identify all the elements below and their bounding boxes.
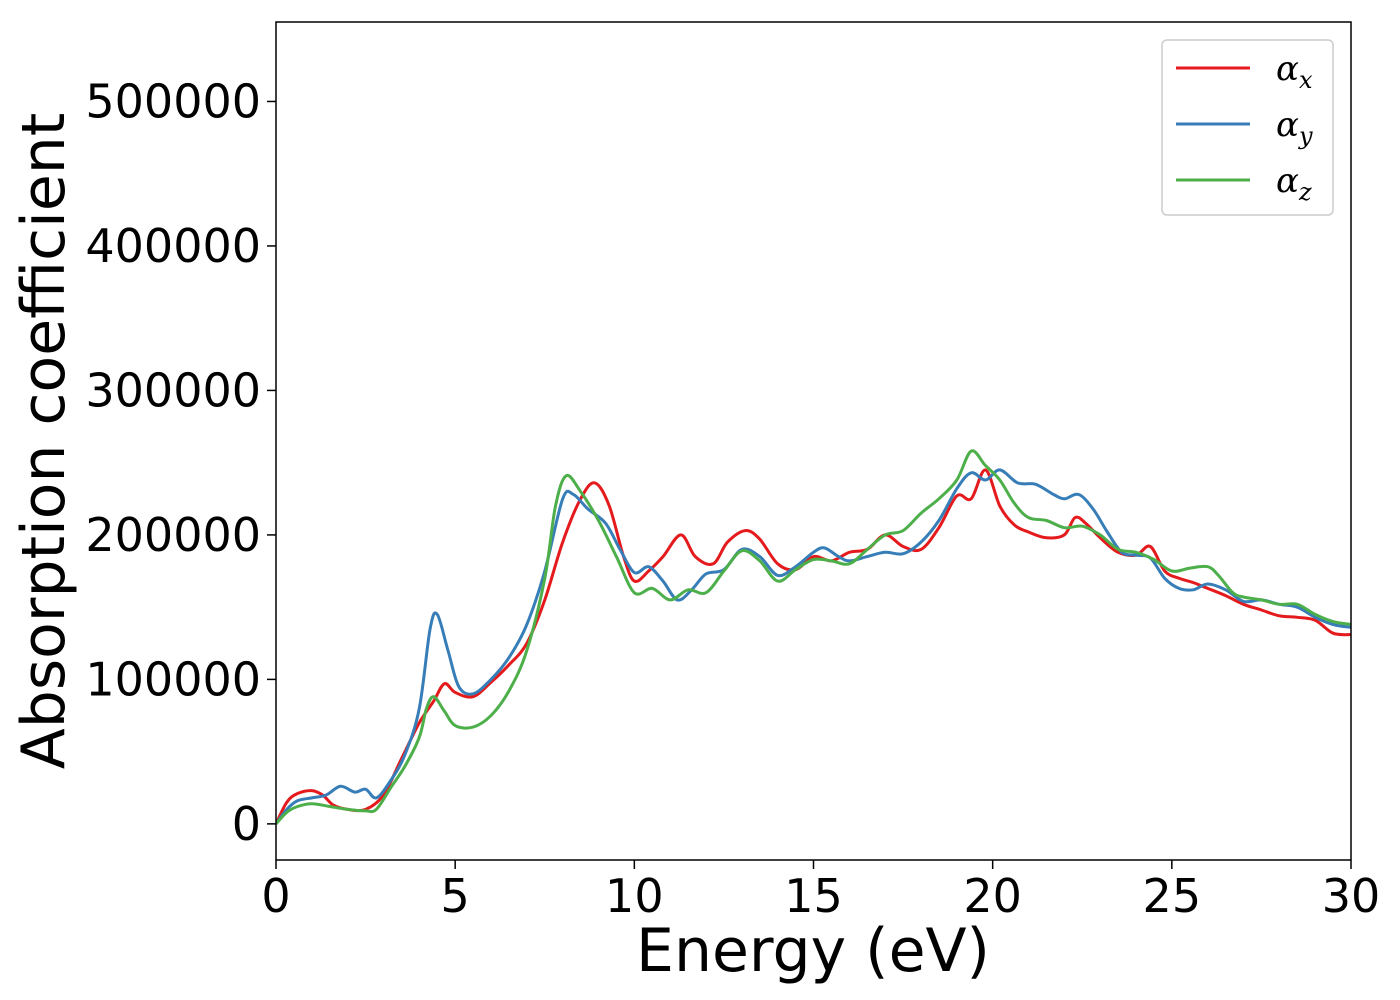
y-tick-label: 0	[232, 797, 261, 851]
legend-label-x: αx	[1276, 49, 1313, 94]
series-line-x	[276, 468, 1351, 825]
legend: αx αy αz	[1161, 39, 1334, 216]
x-tick-label: 10	[605, 869, 664, 923]
x-axis-title: Energy (eV)	[636, 916, 990, 986]
series-line-z	[276, 449, 1351, 825]
x-tick-label: 30	[1322, 869, 1381, 923]
y-tick-label: 200000	[85, 508, 261, 562]
x-tick-label: 15	[784, 869, 843, 923]
x-tick-label: 0	[261, 869, 290, 923]
legend-box	[1161, 39, 1334, 216]
legend-label-y: αy	[1276, 105, 1313, 150]
x-tick-label: 5	[441, 869, 470, 923]
y-tick-label: 400000	[85, 219, 261, 273]
series-line-y	[276, 468, 1351, 825]
axes: 0 5 10 15 20 25 30 0 100000 200000 300000 400000 500…	[85, 21, 1381, 923]
x-tick-label: 20	[963, 869, 1022, 923]
x-tick-label: 25	[1143, 869, 1202, 923]
y-tick-label: 100000	[85, 652, 261, 706]
legend-label-z: αz	[1276, 161, 1312, 206]
y-tick-label: 300000	[85, 363, 261, 417]
y-tick-label: 500000	[85, 74, 261, 128]
plot-area	[276, 449, 1351, 825]
y-axis-title: Absorption coefficient	[9, 113, 79, 770]
